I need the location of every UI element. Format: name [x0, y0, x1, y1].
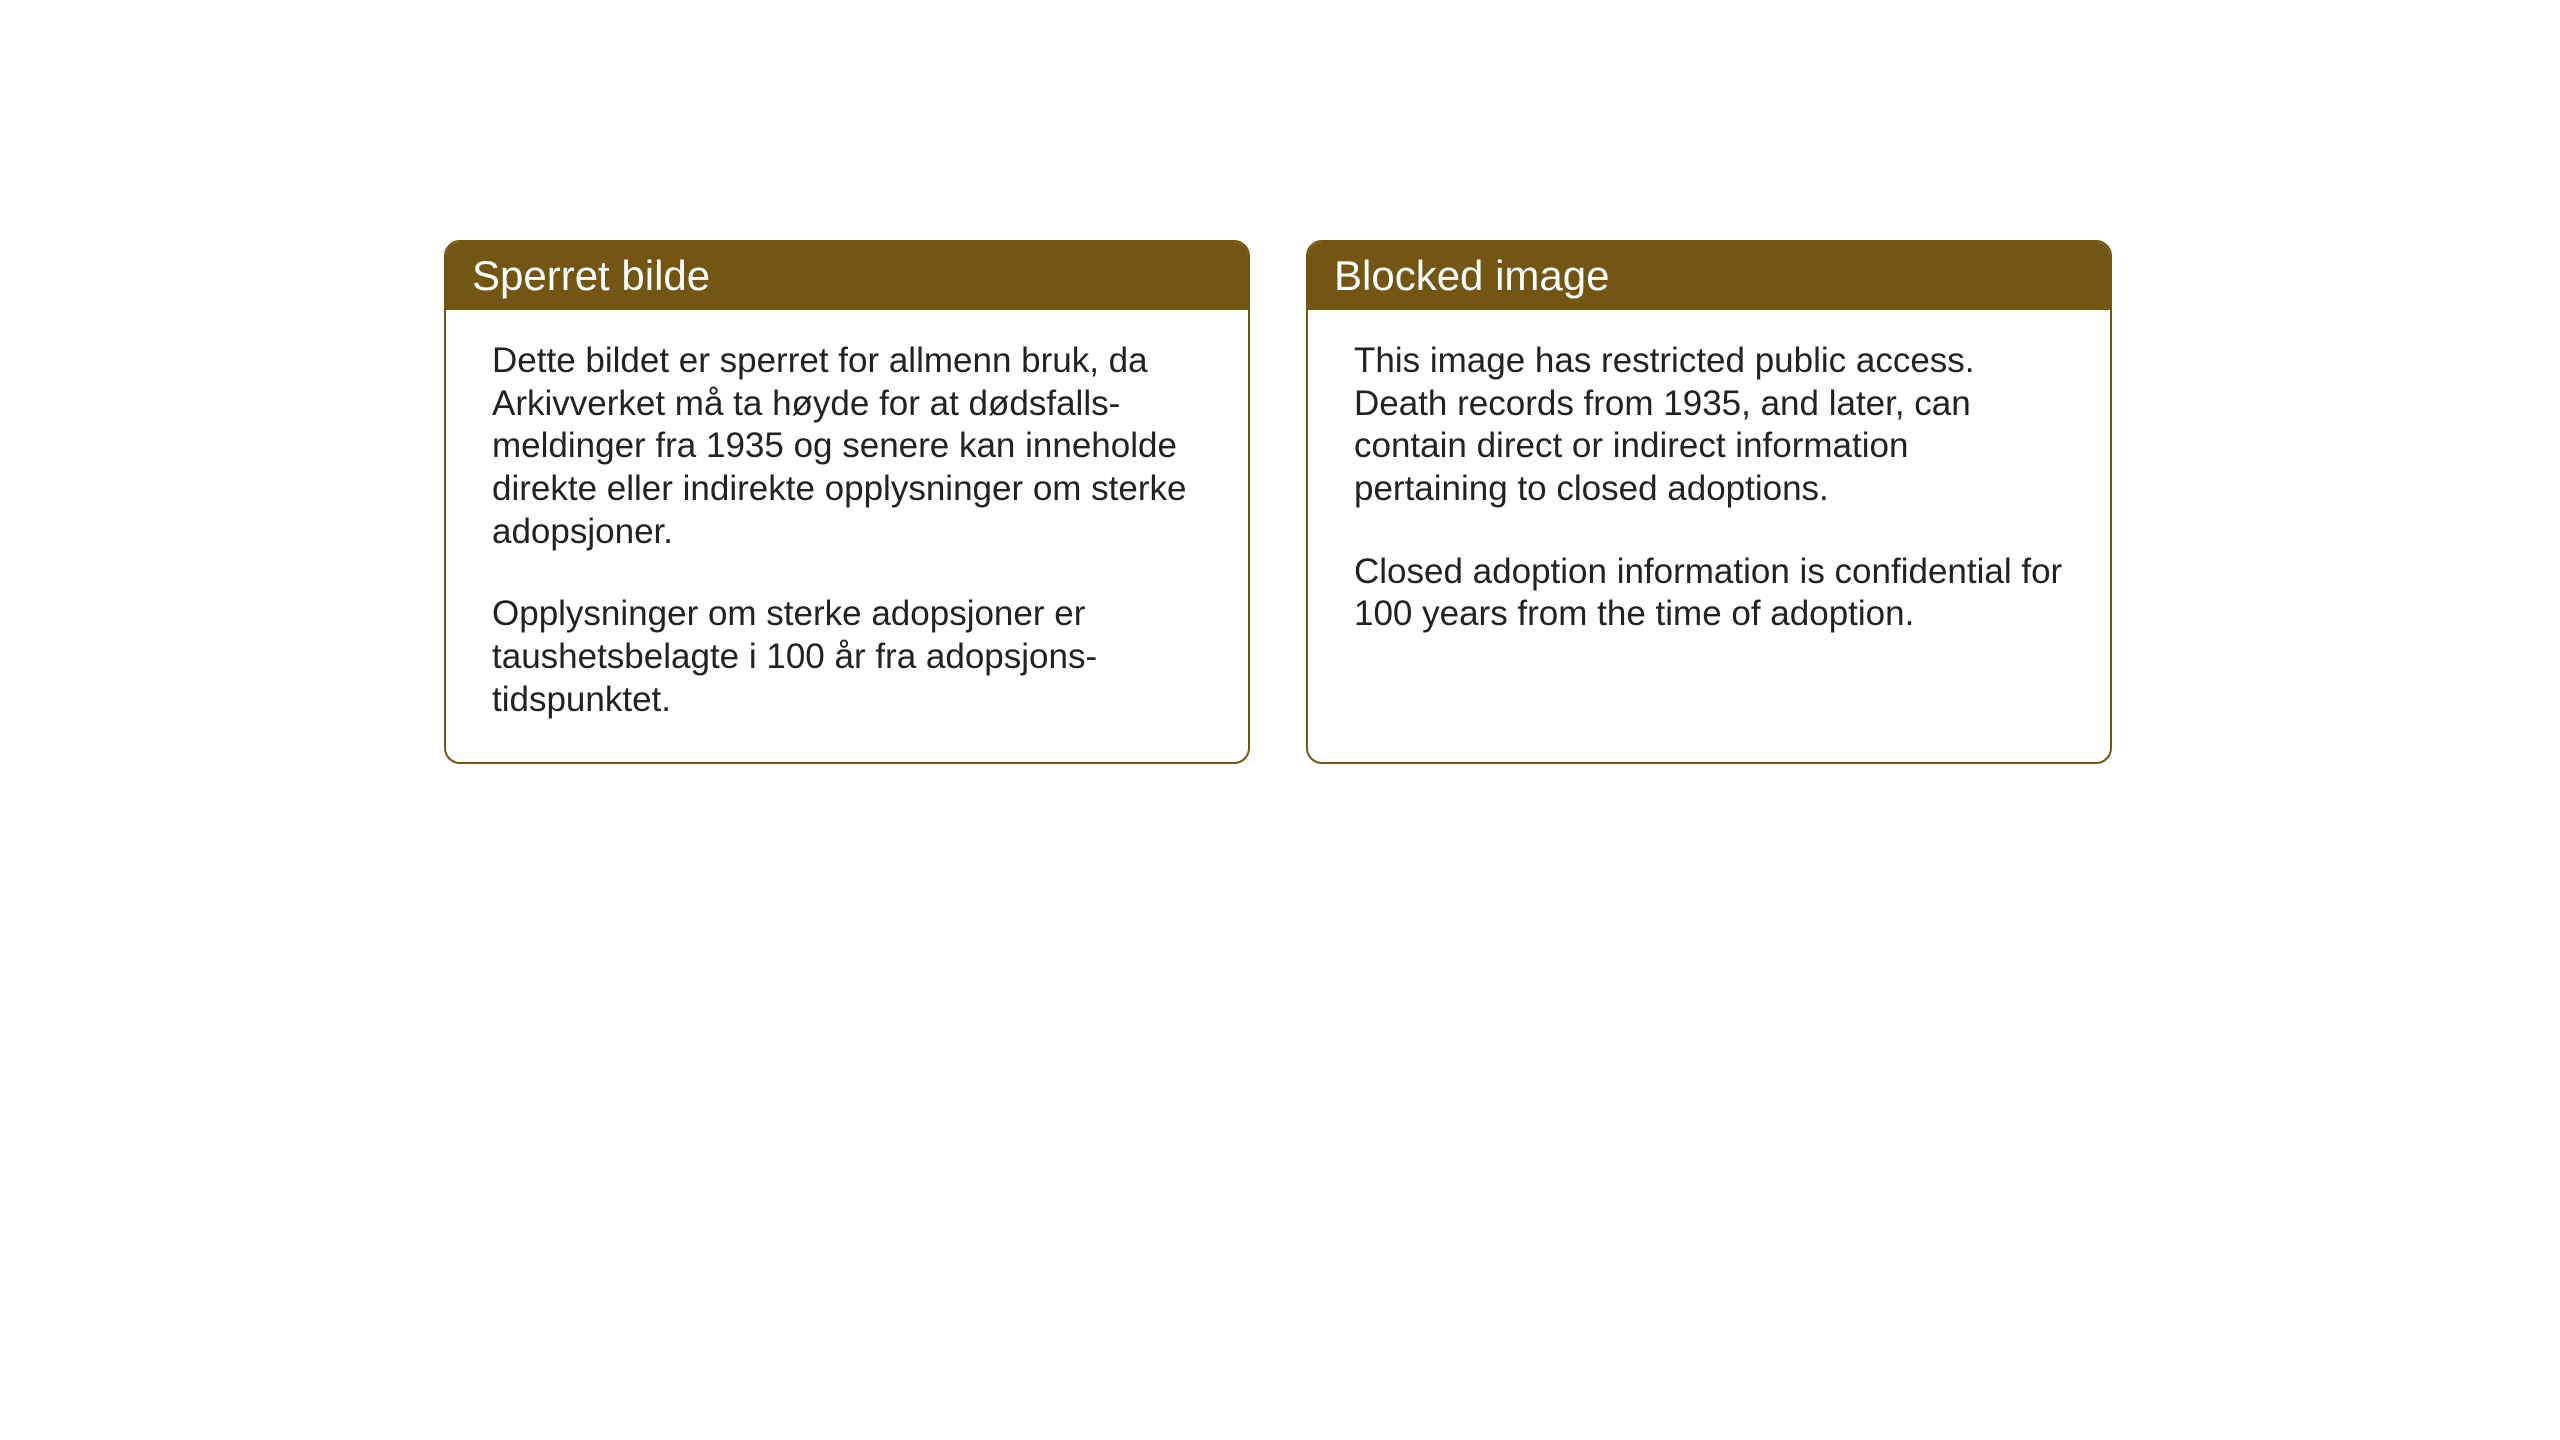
notice-card-english: Blocked image This image has restricted …	[1306, 240, 2112, 764]
card-body: This image has restricted public access.…	[1308, 310, 2110, 676]
card-body: Dette bildet er sperret for allmenn bruk…	[446, 310, 1248, 762]
card-header: Sperret bilde	[446, 242, 1248, 310]
card-title: Sperret bilde	[472, 252, 710, 299]
card-paragraph: Dette bildet er sperret for allmenn bruk…	[492, 340, 1202, 553]
notice-card-norwegian: Sperret bilde Dette bildet er sperret fo…	[444, 240, 1250, 764]
notice-container: Sperret bilde Dette bildet er sperret fo…	[444, 240, 2112, 764]
card-paragraph: This image has restricted public access.…	[1354, 340, 2064, 511]
card-paragraph: Closed adoption information is confident…	[1354, 551, 2064, 636]
card-title: Blocked image	[1334, 252, 1609, 299]
card-paragraph: Opplysninger om sterke adopsjoner er tau…	[492, 593, 1202, 721]
card-header: Blocked image	[1308, 242, 2110, 310]
